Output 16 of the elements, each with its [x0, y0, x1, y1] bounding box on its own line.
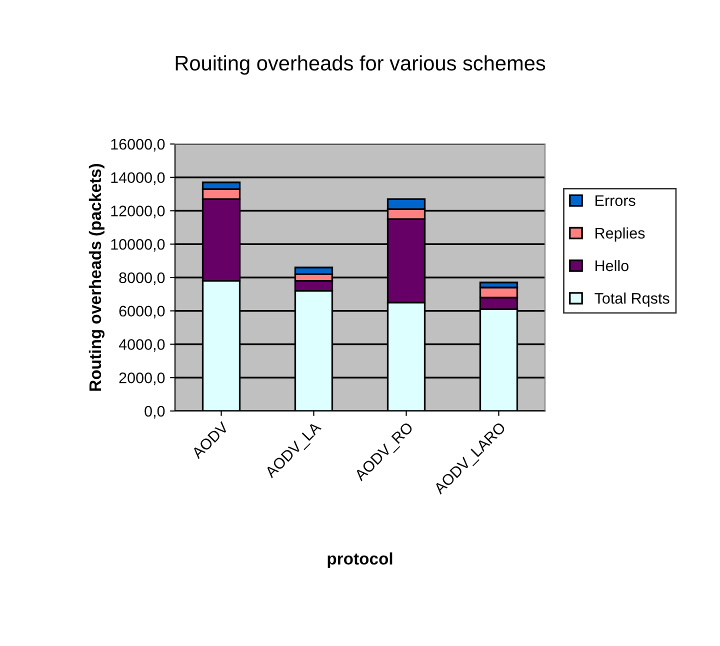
legend-label: Hello	[596, 260, 628, 272]
legend-label: Replies	[596, 227, 645, 242]
y-axis-title: Routing overheads (packets)	[88, 164, 105, 391]
y-tick-label: 0,0	[144, 406, 165, 418]
legend-label: Total Rqsts	[594, 292, 670, 307]
y-tick-label: 8000,0	[119, 272, 165, 285]
chart-title: Rouiting overheads for various schemes	[176, 55, 546, 75]
x-axis-title: protocol	[328, 552, 392, 568]
legend-label: Errors	[596, 195, 636, 206]
y-tick-label: 10000,0	[111, 238, 165, 252]
y-tick-label: 16000,0	[111, 138, 165, 152]
y-tick-label: 12000,0	[111, 206, 165, 218]
y-tick-label: 2000,0	[119, 372, 165, 386]
y-tick-label: 6000,0	[119, 306, 165, 318]
y-tick-label: 14000,0	[111, 172, 165, 185]
y-tick-label: 4000,0	[118, 339, 165, 352]
